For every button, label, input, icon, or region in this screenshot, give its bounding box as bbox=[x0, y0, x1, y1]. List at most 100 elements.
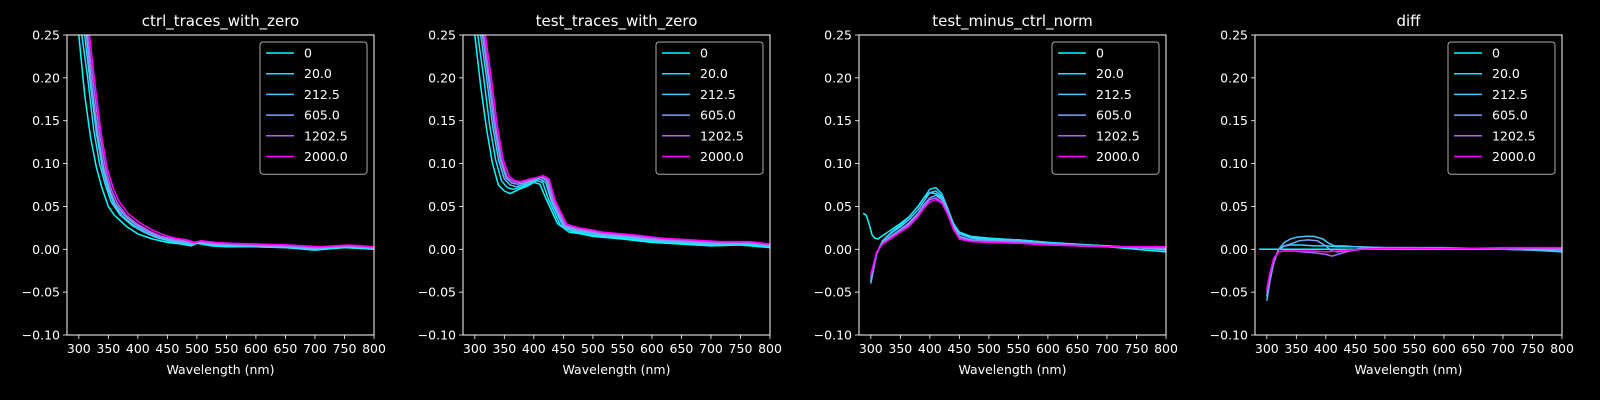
x-tick-label: 450 bbox=[1343, 341, 1367, 356]
x-tick-label: 300 bbox=[1255, 341, 1279, 356]
legend-box bbox=[1051, 41, 1160, 175]
y-tick-label: 0.10 bbox=[824, 156, 852, 171]
x-tick-label: 400 bbox=[918, 341, 942, 356]
axes-frame bbox=[66, 34, 375, 336]
x-tick-label: 500 bbox=[581, 341, 605, 356]
legend-label: 20.0 bbox=[304, 66, 332, 81]
plot-title: diff bbox=[1396, 12, 1421, 30]
legend-label: 20.0 bbox=[1096, 66, 1124, 81]
series-line-1 bbox=[870, 186, 1166, 283]
x-tick-label: 300 bbox=[67, 341, 91, 356]
y-tick-label: 0.00 bbox=[1220, 242, 1248, 257]
legend-label: 0 bbox=[1492, 46, 1500, 61]
series-line-3 bbox=[481, 35, 770, 246]
y-tick-label: 0.15 bbox=[32, 113, 60, 128]
legend-label: 2000.0 bbox=[1492, 149, 1536, 164]
x-axis-label: Wavelength (nm) bbox=[563, 362, 671, 377]
series-line-2 bbox=[870, 190, 1166, 284]
x-tick-label: 700 bbox=[1491, 341, 1515, 356]
y-tick-label: 0.00 bbox=[32, 242, 60, 257]
x-tick-label: 400 bbox=[1314, 341, 1338, 356]
series-line-4 bbox=[482, 35, 770, 246]
y-tick-label: 0.00 bbox=[428, 242, 456, 257]
legend-label: 605.0 bbox=[1492, 108, 1528, 123]
y-tick-label: 0.15 bbox=[824, 113, 852, 128]
y-tick-label: 0.05 bbox=[32, 199, 60, 214]
subplot-1: 300 350 400 450 500 550 600 650 700 750 800 −0.10 −0… bbox=[22, 12, 386, 377]
legend-label: 605.0 bbox=[304, 108, 340, 123]
series-group bbox=[862, 186, 1166, 284]
x-axis-label: Wavelength (nm) bbox=[167, 362, 275, 377]
x-tick-label: 550 bbox=[1006, 341, 1030, 356]
x-tick-label: 600 bbox=[244, 341, 268, 356]
plot-title: test_traces_with_zero bbox=[536, 12, 698, 31]
x-tick-label: 600 bbox=[1036, 341, 1060, 356]
y-tick-label: 0.00 bbox=[824, 242, 852, 257]
y-tick-label: 0.05 bbox=[1220, 199, 1248, 214]
x-tick-label: 750 bbox=[333, 341, 357, 356]
x-tick-label: 750 bbox=[1125, 341, 1149, 356]
x-tick-label: 300 bbox=[463, 341, 487, 356]
series-group bbox=[1259, 235, 1562, 301]
series-line-4 bbox=[1266, 247, 1562, 293]
x-tick-label: 700 bbox=[1095, 341, 1119, 356]
series-line-1 bbox=[477, 35, 770, 248]
legend-label: 0 bbox=[1096, 46, 1104, 61]
subplot-3: 300 350 400 450 500 550 600 650 700 750 800 −0.10 −0… bbox=[814, 12, 1178, 377]
x-tick-label: 500 bbox=[1373, 341, 1397, 356]
x-tick-label: 350 bbox=[96, 341, 120, 356]
x-tick-label: 300 bbox=[859, 341, 883, 356]
series-line-2 bbox=[479, 35, 770, 247]
axes-frame bbox=[1254, 34, 1563, 336]
plot-title: test_minus_ctrl_norm bbox=[932, 12, 1093, 31]
y-tick-label: −0.05 bbox=[418, 285, 456, 300]
legend: 0 20.0 212.5 605.0 1202.5 2000.0 bbox=[1447, 41, 1556, 175]
legend-label: 2000.0 bbox=[304, 149, 348, 164]
legend: 0 20.0 212.5 605.0 1202.5 2000.0 bbox=[1051, 41, 1160, 175]
y-tick-label: 0.05 bbox=[428, 199, 456, 214]
legend-label: 20.0 bbox=[700, 66, 728, 81]
x-tick-label: 800 bbox=[758, 341, 782, 356]
x-tick-label: 450 bbox=[155, 341, 179, 356]
x-tick-label: 550 bbox=[214, 341, 238, 356]
series-line-4 bbox=[86, 35, 374, 249]
y-tick-label: −0.10 bbox=[22, 328, 60, 343]
y-tick-label: 0.10 bbox=[428, 156, 456, 171]
y-tick-label: 0.20 bbox=[32, 70, 60, 85]
y-tick-label: 0.05 bbox=[824, 199, 852, 214]
y-tick-label: 0.20 bbox=[428, 70, 456, 85]
series-line-5 bbox=[484, 35, 770, 245]
legend-label: 2000.0 bbox=[1096, 149, 1140, 164]
x-tick-label: 750 bbox=[1521, 341, 1545, 356]
series-group bbox=[474, 35, 770, 249]
y-tick-label: 0.25 bbox=[824, 28, 852, 43]
x-tick-label: 350 bbox=[1284, 341, 1308, 356]
x-axis-label: Wavelength (nm) bbox=[1355, 362, 1463, 377]
legend-label: 1202.5 bbox=[304, 128, 348, 143]
series-line-3 bbox=[85, 35, 374, 250]
legend-label: 1202.5 bbox=[1492, 128, 1536, 143]
x-tick-label: 800 bbox=[1550, 341, 1574, 356]
y-tick-label: 0.25 bbox=[428, 28, 456, 43]
legend-label: 2000.0 bbox=[700, 149, 744, 164]
x-tick-label: 800 bbox=[1154, 341, 1178, 356]
legend-label: 605.0 bbox=[1096, 108, 1132, 123]
y-tick-label: 0.20 bbox=[824, 70, 852, 85]
y-tick-label: −0.05 bbox=[814, 285, 852, 300]
y-tick-label: 0.10 bbox=[32, 156, 60, 171]
subplot-4: 300 350 400 450 500 550 600 650 700 750 800 −0.10 −0… bbox=[1210, 12, 1574, 377]
legend-label: 212.5 bbox=[1096, 87, 1132, 102]
y-tick-label: −0.10 bbox=[814, 328, 852, 343]
series-group bbox=[78, 35, 374, 251]
x-tick-label: 550 bbox=[1402, 341, 1426, 356]
x-tick-label: 650 bbox=[1462, 341, 1486, 356]
x-axis-label: Wavelength (nm) bbox=[959, 362, 1067, 377]
x-tick-label: 750 bbox=[729, 341, 753, 356]
legend-label: 212.5 bbox=[304, 87, 340, 102]
x-tick-label: 650 bbox=[274, 341, 298, 356]
x-tick-label: 650 bbox=[1066, 341, 1090, 356]
axes-frame bbox=[462, 34, 771, 336]
x-tick-label: 400 bbox=[522, 341, 546, 356]
legend-label: 605.0 bbox=[700, 108, 736, 123]
legend-box bbox=[1447, 41, 1556, 175]
